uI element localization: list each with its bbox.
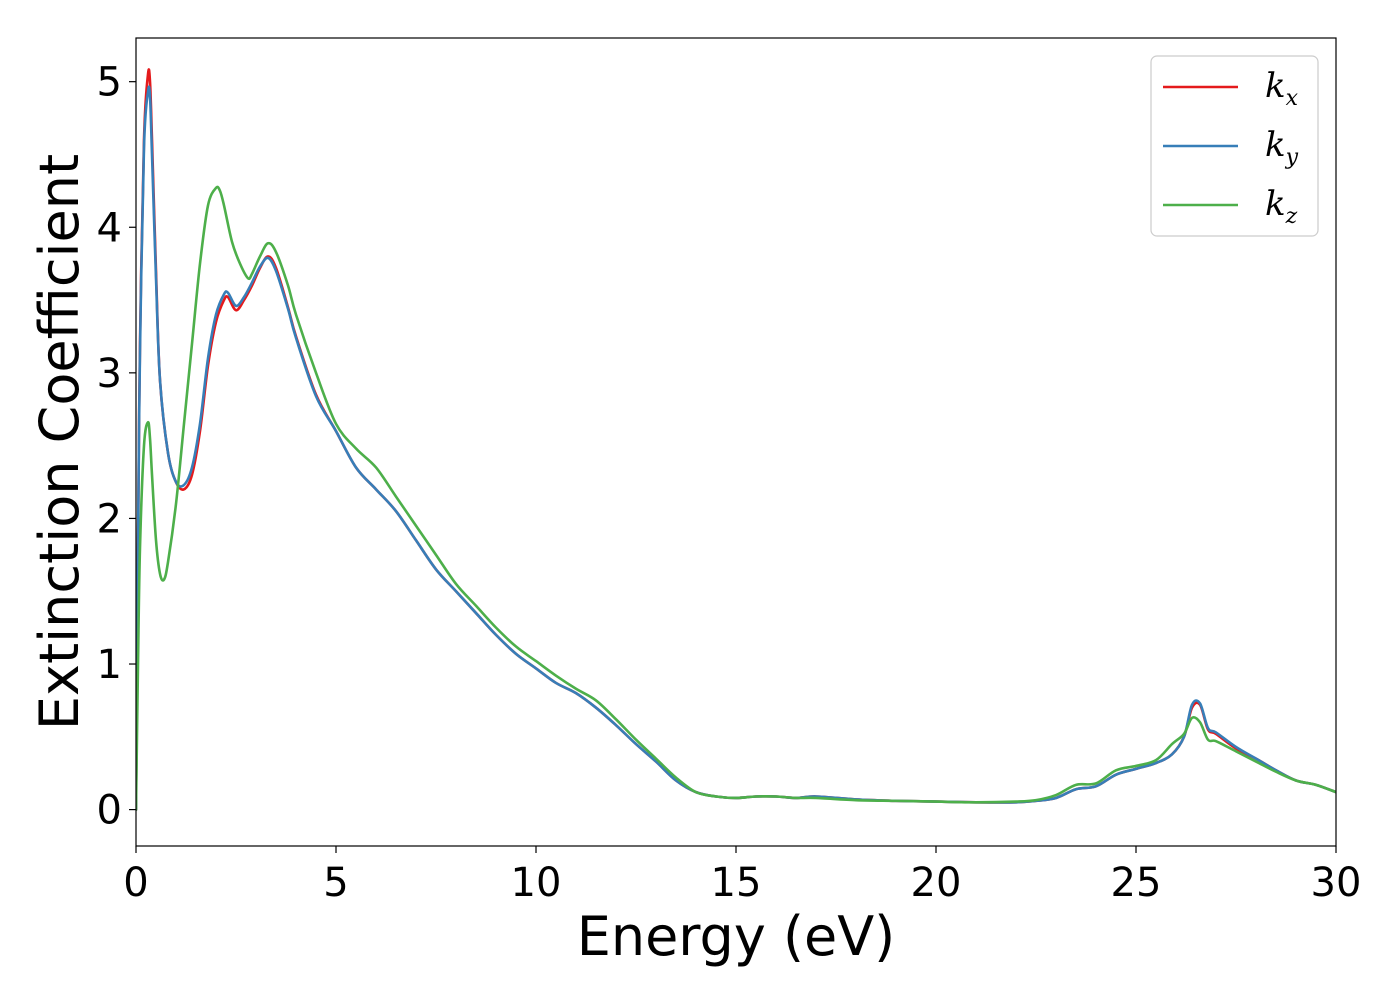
x-tick-label: 10 [511, 860, 562, 906]
y-tick-label: 2 [97, 496, 122, 542]
x-axis: 0 5 10 15 20 25 30 [123, 846, 1361, 906]
x-tick-label: 15 [711, 860, 762, 906]
y-tick-label: 0 [97, 788, 122, 834]
plot-area [136, 68, 1336, 811]
series-line-z [136, 185, 1336, 811]
y-tick-label: 5 [97, 60, 122, 106]
y-axis-label: Extinction Coefficient [28, 154, 91, 730]
y-tick-label: 3 [97, 351, 122, 397]
y-axis: 0 1 2 3 4 5 [97, 60, 136, 834]
x-tick-label: 20 [911, 860, 962, 906]
x-tick-label: 5 [323, 860, 348, 906]
x-axis-label: Energy (eV) [577, 905, 896, 968]
x-tick-label: 30 [1311, 860, 1362, 906]
x-tick-label: 0 [123, 860, 148, 906]
series-line-y [136, 85, 1336, 811]
y-tick-label: 4 [97, 205, 122, 251]
x-tick-label: 25 [1111, 860, 1162, 906]
y-tick-label: 1 [97, 642, 122, 688]
